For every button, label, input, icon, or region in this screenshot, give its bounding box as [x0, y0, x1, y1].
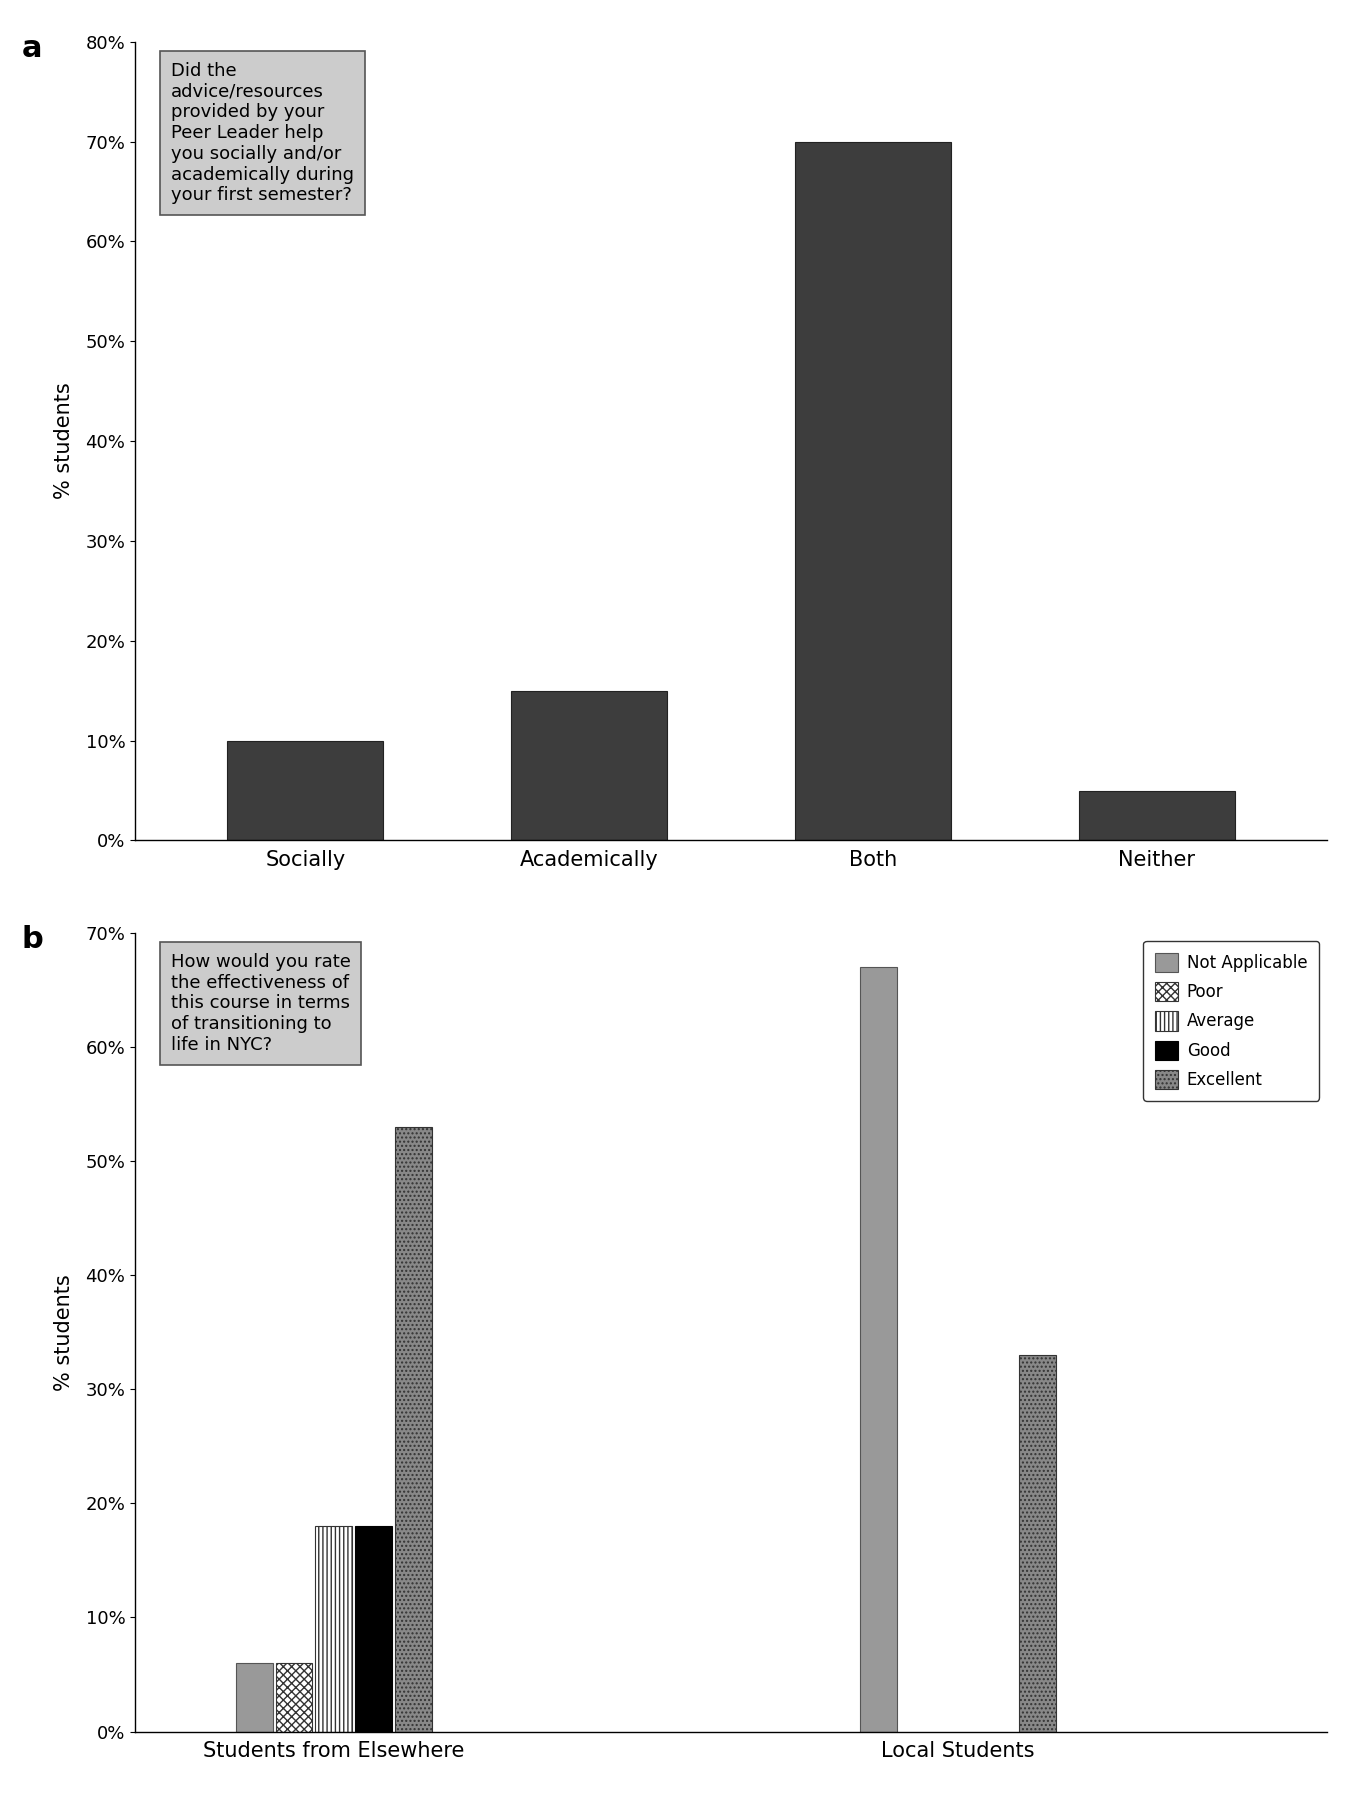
Bar — [355, 1527, 392, 1731]
Legend: Not Applicable, Poor, Average, Good, Excellent: Not Applicable, Poor, Average, Good, Exc… — [1143, 941, 1318, 1101]
Bar — [395, 1126, 432, 1731]
Bar — [227, 740, 383, 841]
Bar — [275, 1663, 312, 1731]
Text: How would you rate
the effectiveness of
this course in terms
of transitioning to: How would you rate the effectiveness of … — [170, 952, 350, 1054]
Text: Did the
advice/resources
provided by your
Peer Leader help
you socially and/or
a: Did the advice/resources provided by you… — [170, 61, 354, 205]
Text: a: a — [22, 34, 42, 63]
Y-axis label: % students: % students — [54, 1273, 75, 1390]
Bar — [1019, 1354, 1056, 1731]
Bar — [315, 1527, 353, 1731]
Bar — [795, 142, 951, 841]
Bar — [511, 691, 667, 841]
Y-axis label: % students: % students — [54, 383, 75, 499]
Text: b: b — [22, 925, 44, 954]
Bar — [236, 1663, 272, 1731]
Bar — [1079, 790, 1235, 841]
Bar — [861, 966, 898, 1731]
